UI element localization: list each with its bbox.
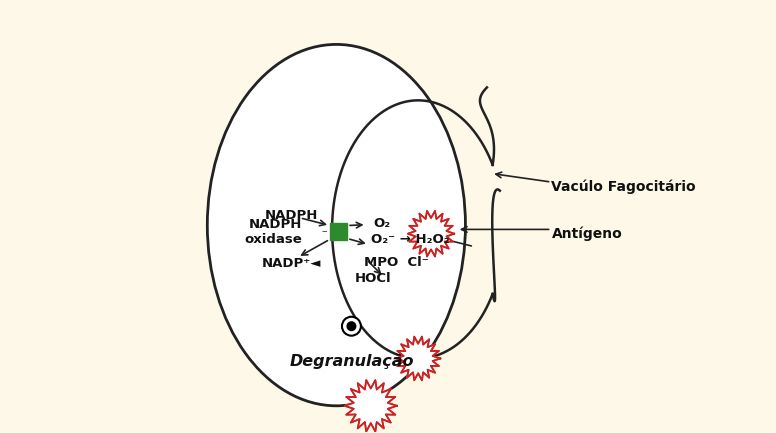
Ellipse shape bbox=[207, 45, 466, 406]
Polygon shape bbox=[414, 216, 449, 251]
Text: NADP⁺◄: NADP⁺◄ bbox=[262, 257, 321, 270]
Text: –: – bbox=[322, 226, 327, 236]
Text: O₂⁻ → H₂O₂: O₂⁻ → H₂O₂ bbox=[371, 233, 449, 246]
Polygon shape bbox=[352, 386, 390, 425]
FancyBboxPatch shape bbox=[330, 223, 347, 240]
Text: Antígeno: Antígeno bbox=[552, 226, 622, 241]
Text: NADPH: NADPH bbox=[265, 209, 318, 222]
Polygon shape bbox=[345, 380, 397, 432]
Text: Vacúlo Fagocitário: Vacúlo Fagocitário bbox=[552, 179, 696, 194]
Text: Degranulação: Degranulação bbox=[289, 354, 414, 369]
Text: O₂: O₂ bbox=[373, 217, 390, 230]
Polygon shape bbox=[396, 336, 440, 380]
Polygon shape bbox=[408, 211, 454, 256]
Text: NADPH
oxidase: NADPH oxidase bbox=[244, 217, 302, 246]
Text: HOCl: HOCl bbox=[355, 272, 392, 285]
Circle shape bbox=[342, 317, 361, 336]
Polygon shape bbox=[402, 342, 435, 375]
Text: MPO  Cl⁻: MPO Cl⁻ bbox=[365, 256, 429, 269]
Circle shape bbox=[347, 322, 355, 330]
